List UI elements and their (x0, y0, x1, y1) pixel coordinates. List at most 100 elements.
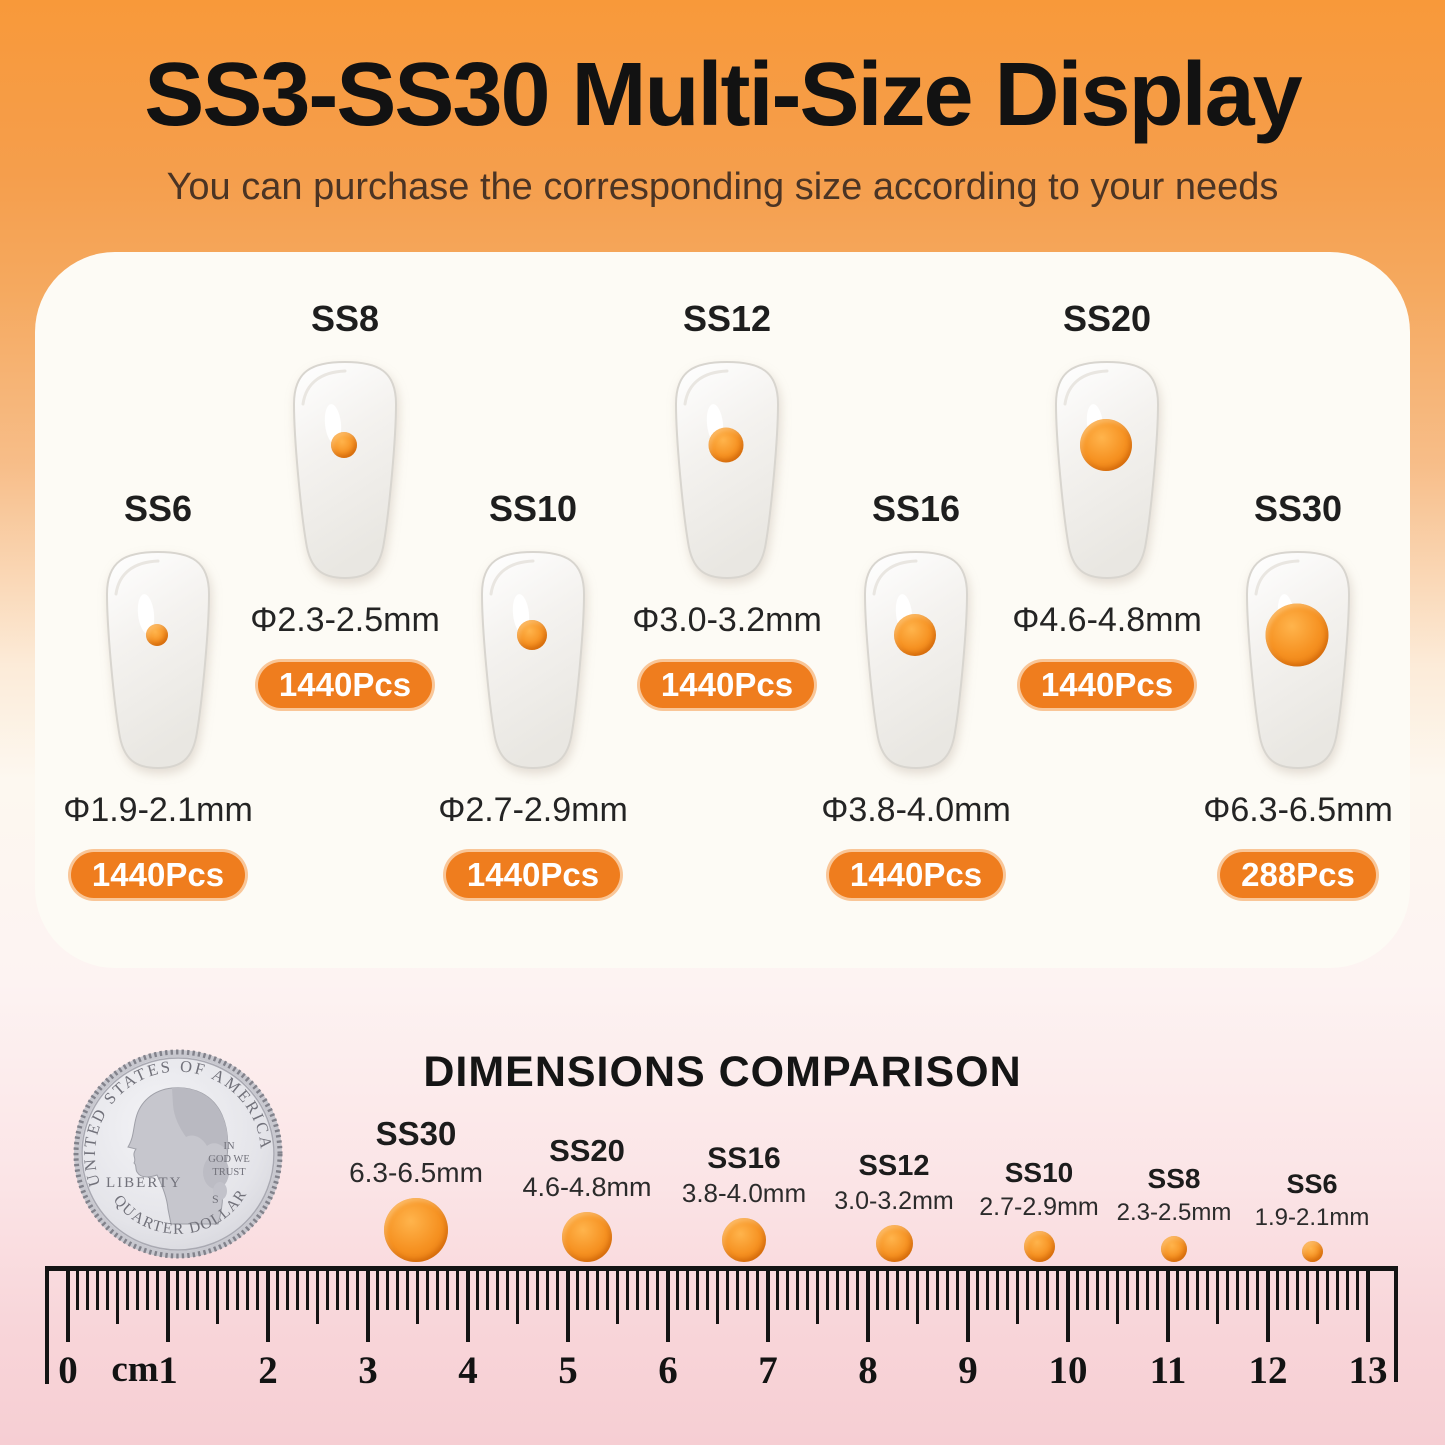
page-subtitle: You can purchase the corresponding size … (166, 166, 1279, 208)
coin-motto-line2: GOD WE (208, 1154, 250, 1165)
quantity-badge: 1440Pcs (825, 849, 1007, 901)
ruler-number-7: 7 (758, 1349, 778, 1392)
comparison-size-range: 2.3-2.5mm (1116, 1198, 1232, 1226)
rhinestone-dot (708, 427, 744, 463)
ruler-number-5: 5 (558, 1349, 578, 1392)
comparison-size-range: 3.0-3.2mm (834, 1186, 954, 1215)
size-label: SS20 (1062, 298, 1152, 339)
rhinestone-dot (516, 619, 547, 650)
comparison-size-name: SS20 (549, 1132, 625, 1168)
size-item-ss30: SS30 Φ6.3-6.5mm 288Pcs (1198, 488, 1398, 901)
comparison-item-ss10: SS10 2.7-2.9mm (964, 1156, 1114, 1262)
size-label: SS16 (871, 488, 961, 529)
diameter-label: Φ4.6-4.8mm (1012, 601, 1202, 639)
diameter-label: Φ6.3-6.5mm (1203, 791, 1393, 829)
ruler-number-12: 12 (1248, 1349, 1288, 1392)
ruler-number-11: 11 (1149, 1349, 1187, 1392)
ruler-number-0: 0 (58, 1349, 78, 1392)
comparison-size-name: SS12 (858, 1149, 930, 1182)
rhinestone-dot (875, 1225, 913, 1262)
rhinestone-dot (562, 1212, 612, 1262)
comparison-title: DIMENSIONS COMPARISON (423, 1048, 1022, 1096)
comparison-item-ss16: SS16 3.8-4.0mm (669, 1142, 819, 1262)
nail-tip-photo (1234, 542, 1362, 774)
comparison-item-ss8: SS8 2.3-2.5mm (1099, 1163, 1249, 1262)
quantity-badge: 1440Pcs (442, 849, 624, 901)
comparison-size-range: 4.6-4.8mm (522, 1171, 652, 1202)
ruler-number-4: 4 (458, 1349, 478, 1392)
ruler-number-8: 8 (858, 1349, 878, 1392)
nail-tip-shape (292, 360, 398, 580)
size-item-ss12: SS12 Φ3.0-3.2mm 1440Pcs (627, 298, 827, 711)
quantity-badge: 1440Pcs (67, 849, 249, 901)
comparison-item-ss12: SS12 3.0-3.2mm (819, 1149, 969, 1262)
coin-reeding (73, 1049, 283, 1259)
nail-tip-photo (852, 542, 980, 774)
ruler-number-1: 1 (158, 1349, 178, 1392)
ruler-number-2: 2 (258, 1349, 278, 1392)
nail-tip-shape (863, 550, 969, 770)
size-item-ss20: SS20 Φ4.6-4.8mm 1440Pcs (1007, 298, 1207, 711)
nail-tip-shape (105, 550, 211, 770)
diameter-label: Φ2.7-2.9mm (438, 791, 628, 829)
rhinestone-dot (893, 613, 936, 656)
comparison-item-ss30: SS30 6.3-6.5mm (341, 1116, 491, 1262)
size-label: SS30 (1253, 488, 1343, 529)
coin-motto-line1: IN (223, 1141, 234, 1152)
comparison-size-range: 1.9-2.1mm (1254, 1203, 1370, 1231)
diameter-label: Φ3.8-4.0mm (821, 791, 1011, 829)
rhinestone-dot (1301, 1241, 1323, 1262)
rhinestone-dot (1161, 1236, 1187, 1262)
quantity-badge: 1440Pcs (1016, 659, 1198, 711)
rhinestone-dot (1079, 418, 1132, 471)
ruler (45, 1266, 1398, 1384)
comparison-size-name: SS10 (1004, 1156, 1074, 1188)
page-title: SS3-SS30 Multi-Size Display (144, 45, 1302, 145)
ruler-number-6: 6 (658, 1349, 678, 1392)
washington-profile (127, 1087, 229, 1225)
size-item-ss6: SS6 Φ1.9-2.1mm 1440Pcs (58, 488, 258, 901)
comparison-size-range: 3.8-4.0mm (681, 1177, 807, 1208)
coin-liberty-text: LIBERTY (106, 1175, 182, 1191)
ruler-number-13: 13 (1348, 1349, 1388, 1392)
nail-tip-shape (480, 550, 586, 770)
nail-tip-shape (674, 360, 780, 580)
diameter-label: Φ1.9-2.1mm (63, 791, 253, 829)
size-label: SS8 (310, 298, 380, 339)
rhinestone-dot (722, 1218, 766, 1262)
ruler-number-3: 3 (358, 1349, 378, 1392)
diameter-label: Φ2.3-2.5mm (250, 601, 440, 639)
diameter-label: Φ3.0-3.2mm (632, 601, 822, 639)
ruler-number-10: 10 (1048, 1349, 1088, 1392)
quantity-badge: 1440Pcs (254, 659, 436, 711)
size-label: SS10 (488, 488, 578, 529)
nail-tip-photo (1043, 352, 1171, 584)
quarter-coin: UNITED STATES OF AMERICA QUARTER DOLLAR … (73, 1049, 283, 1259)
rhinestone-dot (1265, 603, 1329, 667)
rhinestone-dot (330, 431, 357, 458)
ruler-number-9: 9 (958, 1349, 978, 1392)
comparison-item-ss6: SS6 1.9-2.1mm (1237, 1169, 1387, 1262)
quantity-badge: 1440Pcs (636, 659, 818, 711)
rhinestone-dot (1023, 1231, 1055, 1262)
size-label: SS6 (123, 488, 193, 529)
comparison-size-name: SS6 (1286, 1169, 1338, 1200)
size-item-ss16: SS16 Φ3.8-4.0mm 1440Pcs (816, 488, 1016, 901)
nail-tip-photo (94, 542, 222, 774)
coin-mint-mark: S (212, 1192, 219, 1206)
comparison-item-ss20: SS20 4.6-4.8mm (512, 1132, 662, 1262)
comparison-size-range: 6.3-6.5mm (349, 1156, 483, 1188)
size-item-ss10: SS10 Φ2.7-2.9mm 1440Pcs (433, 488, 633, 901)
nail-tip-photo (469, 542, 597, 774)
size-item-ss8: SS8 Φ2.3-2.5mm 1440Pcs (245, 298, 445, 711)
size-label: SS12 (682, 298, 772, 339)
nail-tip-photo (663, 352, 791, 584)
coin-motto-line3: TRUST (212, 1167, 246, 1178)
comparison-size-name: SS30 (375, 1115, 457, 1153)
rhinestone-dot (145, 623, 168, 646)
rhinestone-dot (384, 1198, 448, 1262)
comparison-size-name: SS16 (707, 1141, 781, 1175)
quantity-badge: 288Pcs (1217, 849, 1379, 901)
comparison-size-range: 2.7-2.9mm (979, 1192, 1099, 1221)
